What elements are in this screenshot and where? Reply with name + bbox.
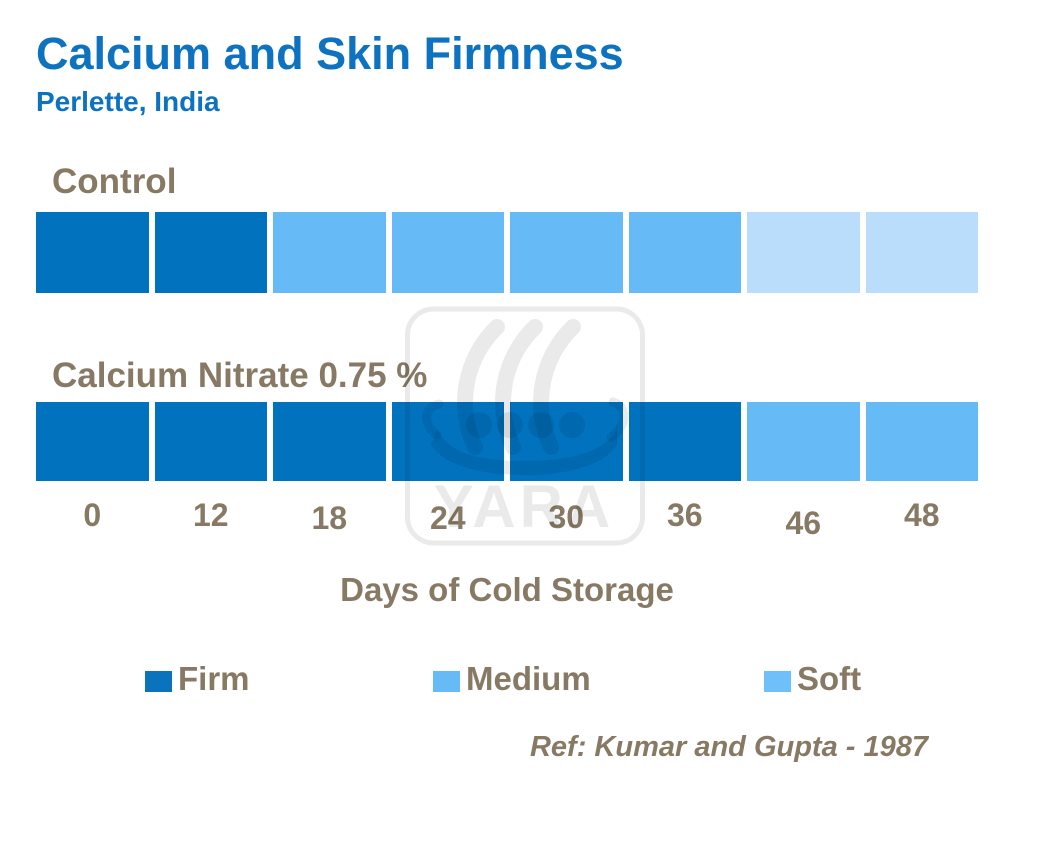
bar-segment-firm (154, 402, 267, 481)
x-tick-label: 18 (311, 500, 348, 536)
legend-item-firm: Firm (145, 660, 250, 698)
bar-segment-firm (273, 402, 386, 481)
bar-segment-soft (747, 212, 860, 293)
bar-segment-medium (628, 212, 741, 293)
chart-title: Calcium and Skin Firmness (36, 28, 624, 79)
bar-row-control (36, 212, 978, 293)
legend-swatch-soft (764, 671, 791, 692)
x-tick-label: 24 (429, 500, 466, 536)
bar-segment-medium (510, 212, 623, 293)
legend-label-soft: Soft (797, 660, 862, 697)
x-tick-label: 0 (83, 497, 102, 533)
legend-label-firm: Firm (178, 660, 250, 697)
bar-segment-medium (747, 402, 860, 481)
reference-citation: Ref: Kumar and Gupta - 1987 (529, 731, 928, 763)
legend-label-medium: Medium (466, 660, 591, 697)
bar-segment-medium (865, 402, 978, 481)
x-tick-label: 46 (785, 505, 822, 541)
legend-swatch-firm (145, 671, 172, 692)
legend-swatch-medium (433, 671, 460, 692)
bar-segment-firm (628, 402, 741, 481)
bar-segment-firm (391, 402, 504, 481)
x-tick-label: 48 (903, 497, 940, 533)
x-tick-label: 36 (666, 497, 703, 533)
legend-item-medium: Medium (433, 660, 591, 698)
bar-segment-firm (154, 212, 267, 293)
bar-segment-medium (273, 212, 386, 293)
x-axis-tick-labels: 0 12 18 24 30 36 46 48 (36, 497, 978, 541)
bar-segment-firm (36, 402, 149, 481)
bar-segment-medium (391, 212, 504, 293)
x-tick-label: 30 (548, 499, 585, 535)
legend-item-soft: Soft (764, 660, 861, 698)
series-label-calcium-nitrate: Calcium Nitrate 0.75 % (52, 356, 428, 395)
bar-segment-firm (510, 402, 623, 481)
x-tick-label: 12 (192, 497, 229, 533)
chart-subtitle: Perlette, India (36, 86, 220, 117)
bar-segment-firm (36, 212, 149, 293)
bar-row-calcium-nitrate (36, 402, 978, 481)
bar-segment-soft (865, 212, 978, 293)
series-label-control: Control (52, 162, 177, 201)
x-axis-title: Days of Cold Storage (340, 571, 674, 608)
